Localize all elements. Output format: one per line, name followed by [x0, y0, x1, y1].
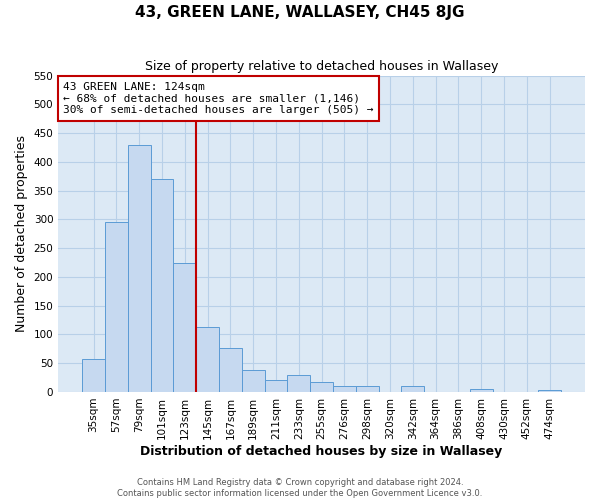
Text: 43 GREEN LANE: 124sqm
← 68% of detached houses are smaller (1,146)
30% of semi-d: 43 GREEN LANE: 124sqm ← 68% of detached … — [64, 82, 374, 115]
Bar — [173, 262, 196, 392]
Bar — [333, 386, 356, 392]
Bar — [287, 376, 310, 392]
Bar — [151, 179, 173, 392]
Bar — [219, 348, 242, 392]
Text: Contains HM Land Registry data © Crown copyright and database right 2024.
Contai: Contains HM Land Registry data © Crown c… — [118, 478, 482, 498]
Bar — [401, 386, 424, 392]
Bar — [82, 359, 105, 392]
Text: 43, GREEN LANE, WALLASEY, CH45 8JG: 43, GREEN LANE, WALLASEY, CH45 8JG — [135, 5, 465, 20]
Bar — [105, 222, 128, 392]
Bar — [538, 390, 561, 392]
X-axis label: Distribution of detached houses by size in Wallasey: Distribution of detached houses by size … — [140, 444, 503, 458]
Bar — [265, 380, 287, 392]
Bar — [242, 370, 265, 392]
Bar — [128, 144, 151, 392]
Title: Size of property relative to detached houses in Wallasey: Size of property relative to detached ho… — [145, 60, 498, 73]
Bar — [470, 389, 493, 392]
Bar — [310, 382, 333, 392]
Bar — [356, 386, 379, 392]
Bar — [196, 327, 219, 392]
Y-axis label: Number of detached properties: Number of detached properties — [15, 136, 28, 332]
